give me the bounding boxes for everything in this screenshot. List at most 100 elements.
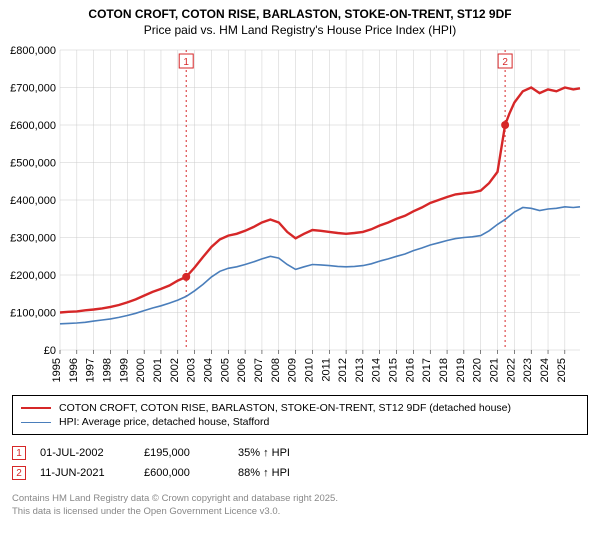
x-tick: 1998 (101, 358, 113, 382)
price-chart-svg: £0 £100,000 £200,000 £300,000 £400,000 £500,0… (4, 44, 592, 389)
legend-row-1: HPI: Average price, detached house, Staf… (21, 415, 579, 429)
x-tick: 2024 (539, 358, 551, 382)
x-tick: 2009 (287, 358, 299, 382)
legend-label: HPI: Average price, detached house, Staf… (59, 416, 269, 428)
legend-row-0: COTON CROFT, COTON RISE, BARLASTON, STOK… (21, 401, 579, 415)
x-tick: 1997 (85, 358, 97, 382)
x-tick: 2023 (522, 358, 534, 382)
chart-container: £0 £100,000 £200,000 £300,000 £400,000 £500,0… (4, 44, 592, 389)
svg-text:2020: 2020 (472, 358, 484, 382)
svg-text:2: 2 (502, 57, 508, 68)
svg-text:2004: 2004 (202, 358, 214, 382)
x-tick: 2007 (253, 358, 265, 382)
event-date: 01-JUL-2002 (40, 447, 130, 459)
y-tick: £600,000 (10, 120, 56, 132)
x-tick: 2012 (337, 358, 349, 382)
svg-text:2003: 2003 (186, 358, 198, 382)
y-tick: £400,000 (10, 195, 56, 207)
legend-swatch (21, 422, 51, 423)
x-tick: 2025 (556, 358, 568, 382)
x-tick: 2015 (388, 358, 400, 382)
y-tick: £200,000 (10, 270, 56, 282)
svg-text:£0: £0 (44, 345, 56, 357)
x-tick: 1996 (68, 358, 80, 382)
svg-text:2008: 2008 (270, 358, 282, 382)
svg-text:2019: 2019 (455, 358, 467, 382)
sale-point-2 (501, 121, 509, 129)
x-tick: 2005 (219, 358, 231, 382)
event-date: 11-JUN-2021 (40, 467, 130, 479)
series-blue (60, 207, 580, 324)
svg-text:2015: 2015 (388, 358, 400, 382)
svg-text:2016: 2016 (404, 358, 416, 382)
svg-text:2025: 2025 (556, 358, 568, 382)
svg-text:2000: 2000 (135, 358, 147, 382)
svg-text:2002: 2002 (169, 358, 181, 382)
event-row-2: 2 11-JUN-2021 £600,000 88% ↑ HPI (12, 463, 588, 483)
svg-text:£400,000: £400,000 (10, 195, 56, 207)
x-tick: 1995 (51, 358, 63, 382)
svg-text:1995: 1995 (51, 358, 63, 382)
y-tick: £100,000 (10, 308, 56, 320)
svg-text:2012: 2012 (337, 358, 349, 382)
svg-text:1996: 1996 (68, 358, 80, 382)
chart-title-line1: COTON CROFT, COTON RISE, BARLASTON, STOK… (10, 6, 590, 22)
footer-line1: Contains HM Land Registry data © Crown c… (12, 493, 588, 505)
y-tick: £700,000 (10, 83, 56, 95)
x-tick: 2020 (472, 358, 484, 382)
x-tick: 2006 (236, 358, 248, 382)
chart-title-block: COTON CROFT, COTON RISE, BARLASTON, STOK… (0, 0, 600, 40)
event-price: £600,000 (144, 467, 224, 479)
svg-text:2011: 2011 (320, 358, 332, 382)
svg-text:2001: 2001 (152, 358, 164, 382)
chart-title-line2: Price paid vs. HM Land Registry's House … (10, 22, 590, 38)
svg-text:£300,000: £300,000 (10, 233, 56, 245)
sale-events-table: 1 01-JUL-2002 £195,000 35% ↑ HPI 2 11-JUN-202… (12, 443, 588, 483)
y-tick: £500,000 (10, 158, 56, 170)
svg-text:2009: 2009 (287, 358, 299, 382)
svg-text:1997: 1997 (85, 358, 97, 382)
event-hpi: 88% ↑ HPI (238, 467, 290, 479)
svg-text:2014: 2014 (371, 358, 383, 382)
x-tick: 2001 (152, 358, 164, 382)
x-tick: 2021 (489, 358, 501, 382)
event-price: £195,000 (144, 447, 224, 459)
x-tick: 2011 (320, 358, 332, 382)
x-tick: 2019 (455, 358, 467, 382)
x-tick: 1999 (118, 358, 130, 382)
svg-text:£600,000: £600,000 (10, 120, 56, 132)
legend-swatch (21, 407, 51, 409)
svg-text:2006: 2006 (236, 358, 248, 382)
svg-text:1: 1 (183, 57, 189, 68)
x-tick: 2004 (202, 358, 214, 382)
x-tick: 2010 (303, 358, 315, 382)
svg-text:2021: 2021 (489, 358, 501, 382)
x-tick: 2013 (354, 358, 366, 382)
y-tick: £300,000 (10, 233, 56, 245)
x-tick: 2014 (371, 358, 383, 382)
y-tick: £800,000 (10, 45, 56, 57)
event-row-1: 1 01-JUL-2002 £195,000 35% ↑ HPI (12, 443, 588, 463)
x-tick: 2000 (135, 358, 147, 382)
svg-text:£200,000: £200,000 (10, 270, 56, 282)
svg-text:1998: 1998 (101, 358, 113, 382)
svg-text:2017: 2017 (421, 358, 433, 382)
svg-text:£800,000: £800,000 (10, 45, 56, 57)
svg-text:2013: 2013 (354, 358, 366, 382)
footer-line2: This data is licensed under the Open Gov… (12, 506, 588, 518)
event-hpi: 35% ↑ HPI (238, 447, 290, 459)
legend-box: COTON CROFT, COTON RISE, BARLASTON, STOK… (12, 395, 588, 435)
y-tick: £0 (44, 345, 56, 357)
svg-text:2010: 2010 (303, 358, 315, 382)
sale-point-1 (182, 273, 190, 281)
svg-text:£500,000: £500,000 (10, 158, 56, 170)
svg-text:2005: 2005 (219, 358, 231, 382)
svg-text:2018: 2018 (438, 358, 450, 382)
legend-label: COTON CROFT, COTON RISE, BARLASTON, STOK… (59, 402, 511, 414)
svg-text:£700,000: £700,000 (10, 83, 56, 95)
x-tick: 2016 (404, 358, 416, 382)
svg-text:2023: 2023 (522, 358, 534, 382)
svg-text:1999: 1999 (118, 358, 130, 382)
event-badge: 1 (12, 446, 26, 460)
event-badge: 2 (12, 466, 26, 480)
